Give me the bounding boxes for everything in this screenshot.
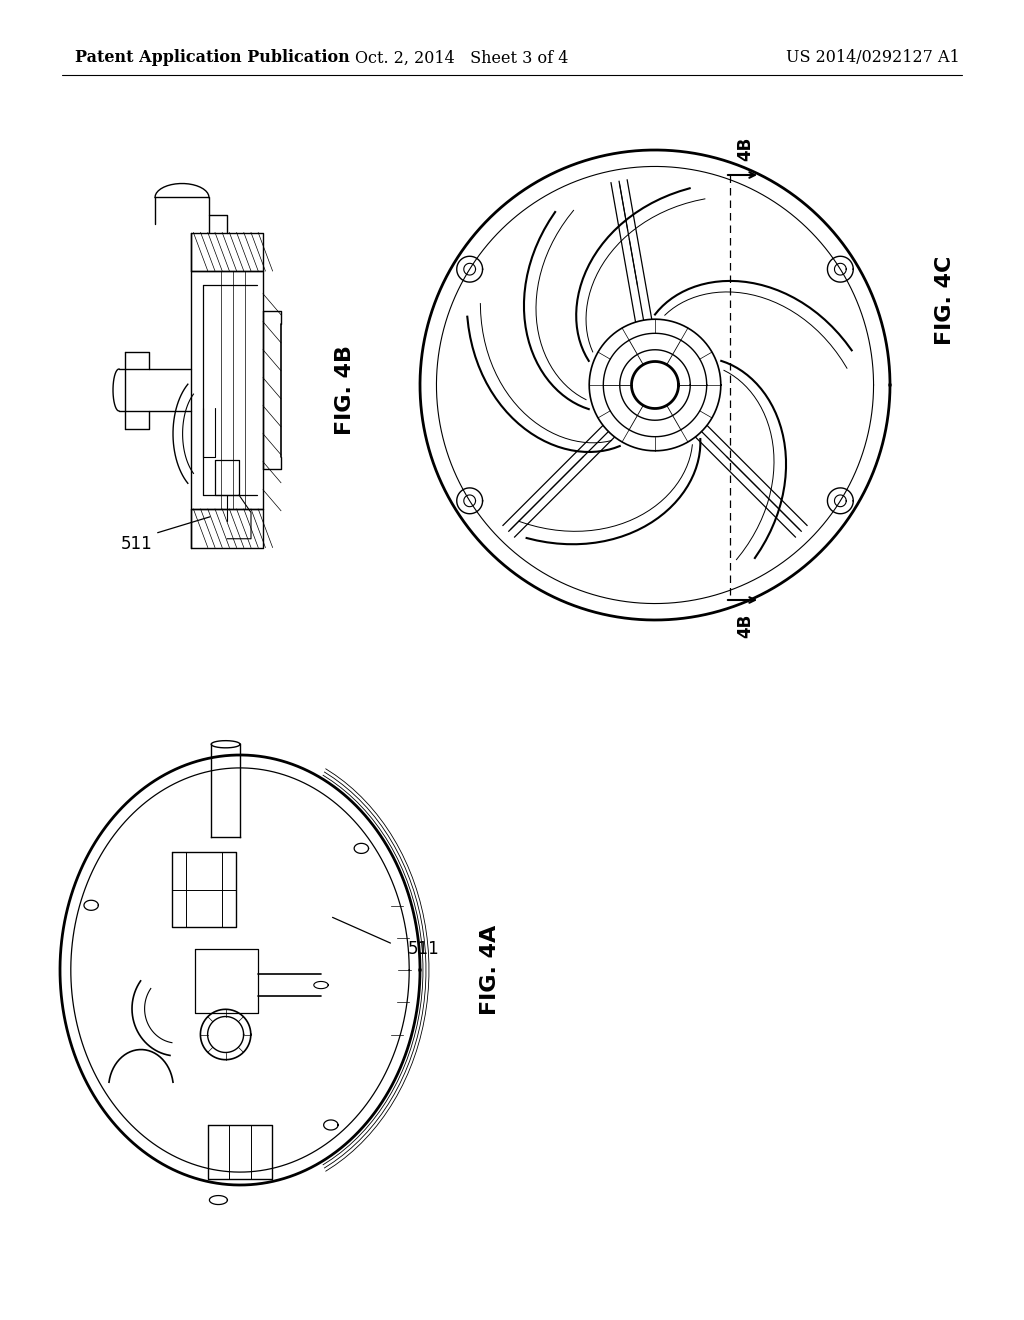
- Text: 511: 511: [408, 940, 439, 957]
- Text: FIG. 4C: FIG. 4C: [935, 255, 955, 345]
- Text: Oct. 2, 2014   Sheet 3 of 4: Oct. 2, 2014 Sheet 3 of 4: [355, 49, 568, 66]
- Text: FIG. 4A: FIG. 4A: [480, 925, 500, 1015]
- Text: US 2014/0292127 A1: US 2014/0292127 A1: [786, 49, 961, 66]
- Text: Patent Application Publication: Patent Application Publication: [75, 49, 350, 66]
- Text: 511: 511: [121, 535, 153, 553]
- Text: FIG. 4B: FIG. 4B: [335, 345, 355, 436]
- Text: 4B: 4B: [736, 614, 754, 639]
- Text: 4B: 4B: [736, 137, 754, 161]
